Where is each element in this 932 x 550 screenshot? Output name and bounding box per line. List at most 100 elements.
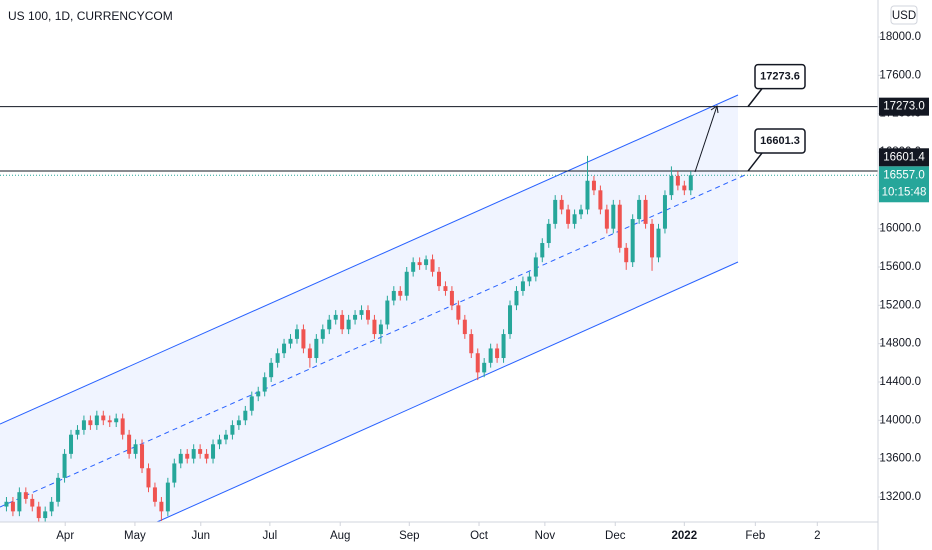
x-tick-label: Dec xyxy=(605,530,626,542)
candle-body xyxy=(140,444,145,469)
candle-body xyxy=(269,362,274,378)
y-tick-label: 14000.0 xyxy=(879,414,921,426)
candle-body xyxy=(36,506,41,519)
annotations: 17273.6 16601.3 xyxy=(747,63,806,172)
candles xyxy=(4,155,693,523)
y-tick-label: 18000.0 xyxy=(879,31,921,43)
channel-lower xyxy=(156,261,739,523)
candle-body xyxy=(198,449,203,454)
candle-body xyxy=(520,281,525,291)
y-tick-label: 13600.0 xyxy=(879,453,921,465)
candle-body xyxy=(579,209,584,215)
candle-body xyxy=(69,434,74,454)
candle-body xyxy=(146,468,151,488)
candle-body xyxy=(120,418,125,435)
arrow-line xyxy=(694,105,718,173)
candle-body xyxy=(262,377,267,392)
callout-pointer xyxy=(747,152,763,172)
y-tick-label: 14800.0 xyxy=(879,338,921,350)
candle-body xyxy=(23,492,28,499)
candle-body xyxy=(456,305,461,320)
candle-body xyxy=(617,204,622,248)
candle-body xyxy=(624,247,629,263)
candle-body xyxy=(508,305,513,335)
candle-body xyxy=(540,243,545,258)
candle-body xyxy=(236,420,241,426)
candle-body xyxy=(650,223,655,258)
candle-body xyxy=(501,334,506,359)
candle-body xyxy=(566,209,571,224)
y-tick-label: 17600.0 xyxy=(879,69,921,81)
candle-body xyxy=(204,453,209,459)
candle-body xyxy=(359,310,364,315)
candle-body xyxy=(217,439,222,445)
candle-body xyxy=(591,180,596,191)
candle-body xyxy=(365,310,370,320)
candle-body xyxy=(314,338,319,359)
candle-body xyxy=(546,223,551,244)
candle-body xyxy=(211,444,216,459)
candle-body xyxy=(378,324,383,335)
candle-body xyxy=(462,319,467,335)
candle-body xyxy=(598,190,603,210)
price-level-box xyxy=(879,97,929,116)
candle-body xyxy=(62,453,67,478)
candle-body xyxy=(682,185,687,191)
candle-body xyxy=(559,199,564,210)
candle-body xyxy=(475,353,480,373)
candle-body xyxy=(688,175,693,191)
candle-body xyxy=(30,498,35,507)
y-tick-label: 16000.0 xyxy=(879,223,921,235)
candle-body xyxy=(282,343,287,354)
candle-body xyxy=(637,199,642,220)
candle-body xyxy=(17,492,22,512)
callout-text: 16601.3 xyxy=(760,135,800,147)
candle-body xyxy=(275,353,280,363)
price-level-box xyxy=(879,148,929,167)
x-tick-label: Nov xyxy=(535,530,556,542)
callout-box xyxy=(754,128,806,154)
price-axis xyxy=(878,0,932,550)
candle-body xyxy=(301,329,306,349)
candle-body xyxy=(430,259,435,272)
candle-body xyxy=(327,319,332,330)
axis-labels: 13200.0 13600.0 14000.0 14400.0 14800.0 15200… xyxy=(56,31,929,542)
candle-body xyxy=(656,228,661,258)
candle-body xyxy=(424,259,429,266)
candle-body xyxy=(75,429,80,435)
price-level-label: 16557.0 xyxy=(883,169,925,181)
candle-body xyxy=(4,501,9,507)
candle-body xyxy=(385,300,390,325)
price-level-label: 16601.4 xyxy=(883,151,925,163)
callout-box xyxy=(754,63,806,90)
candle-body xyxy=(436,271,442,287)
price-level-label: 17273.0 xyxy=(883,101,925,113)
x-tick-label: Aug xyxy=(330,530,350,542)
x-tick-label: May xyxy=(124,530,146,542)
currency-box xyxy=(890,5,918,25)
candle-body xyxy=(533,257,538,277)
candle-body xyxy=(94,415,99,426)
x-tick-label: Jun xyxy=(192,530,211,542)
candle-body xyxy=(527,276,532,282)
candle-body xyxy=(443,286,448,291)
price-level-box xyxy=(879,166,929,203)
candle-body xyxy=(482,362,487,373)
candle-body xyxy=(152,487,157,502)
candle-body xyxy=(353,314,358,320)
y-tick-label: 15600.0 xyxy=(879,261,921,273)
y-tick-label: 13200.0 xyxy=(879,491,921,503)
candle-body xyxy=(391,290,396,301)
time-axis xyxy=(0,522,878,550)
candle-body xyxy=(411,262,416,272)
candle-body xyxy=(675,175,680,186)
candle-body xyxy=(230,425,235,435)
candle-body xyxy=(604,209,609,229)
candle-body xyxy=(288,338,293,344)
candle-body xyxy=(449,290,454,306)
candle-body xyxy=(81,420,86,430)
levels xyxy=(0,106,878,176)
candle-body xyxy=(495,348,500,359)
channel-upper xyxy=(0,94,739,425)
